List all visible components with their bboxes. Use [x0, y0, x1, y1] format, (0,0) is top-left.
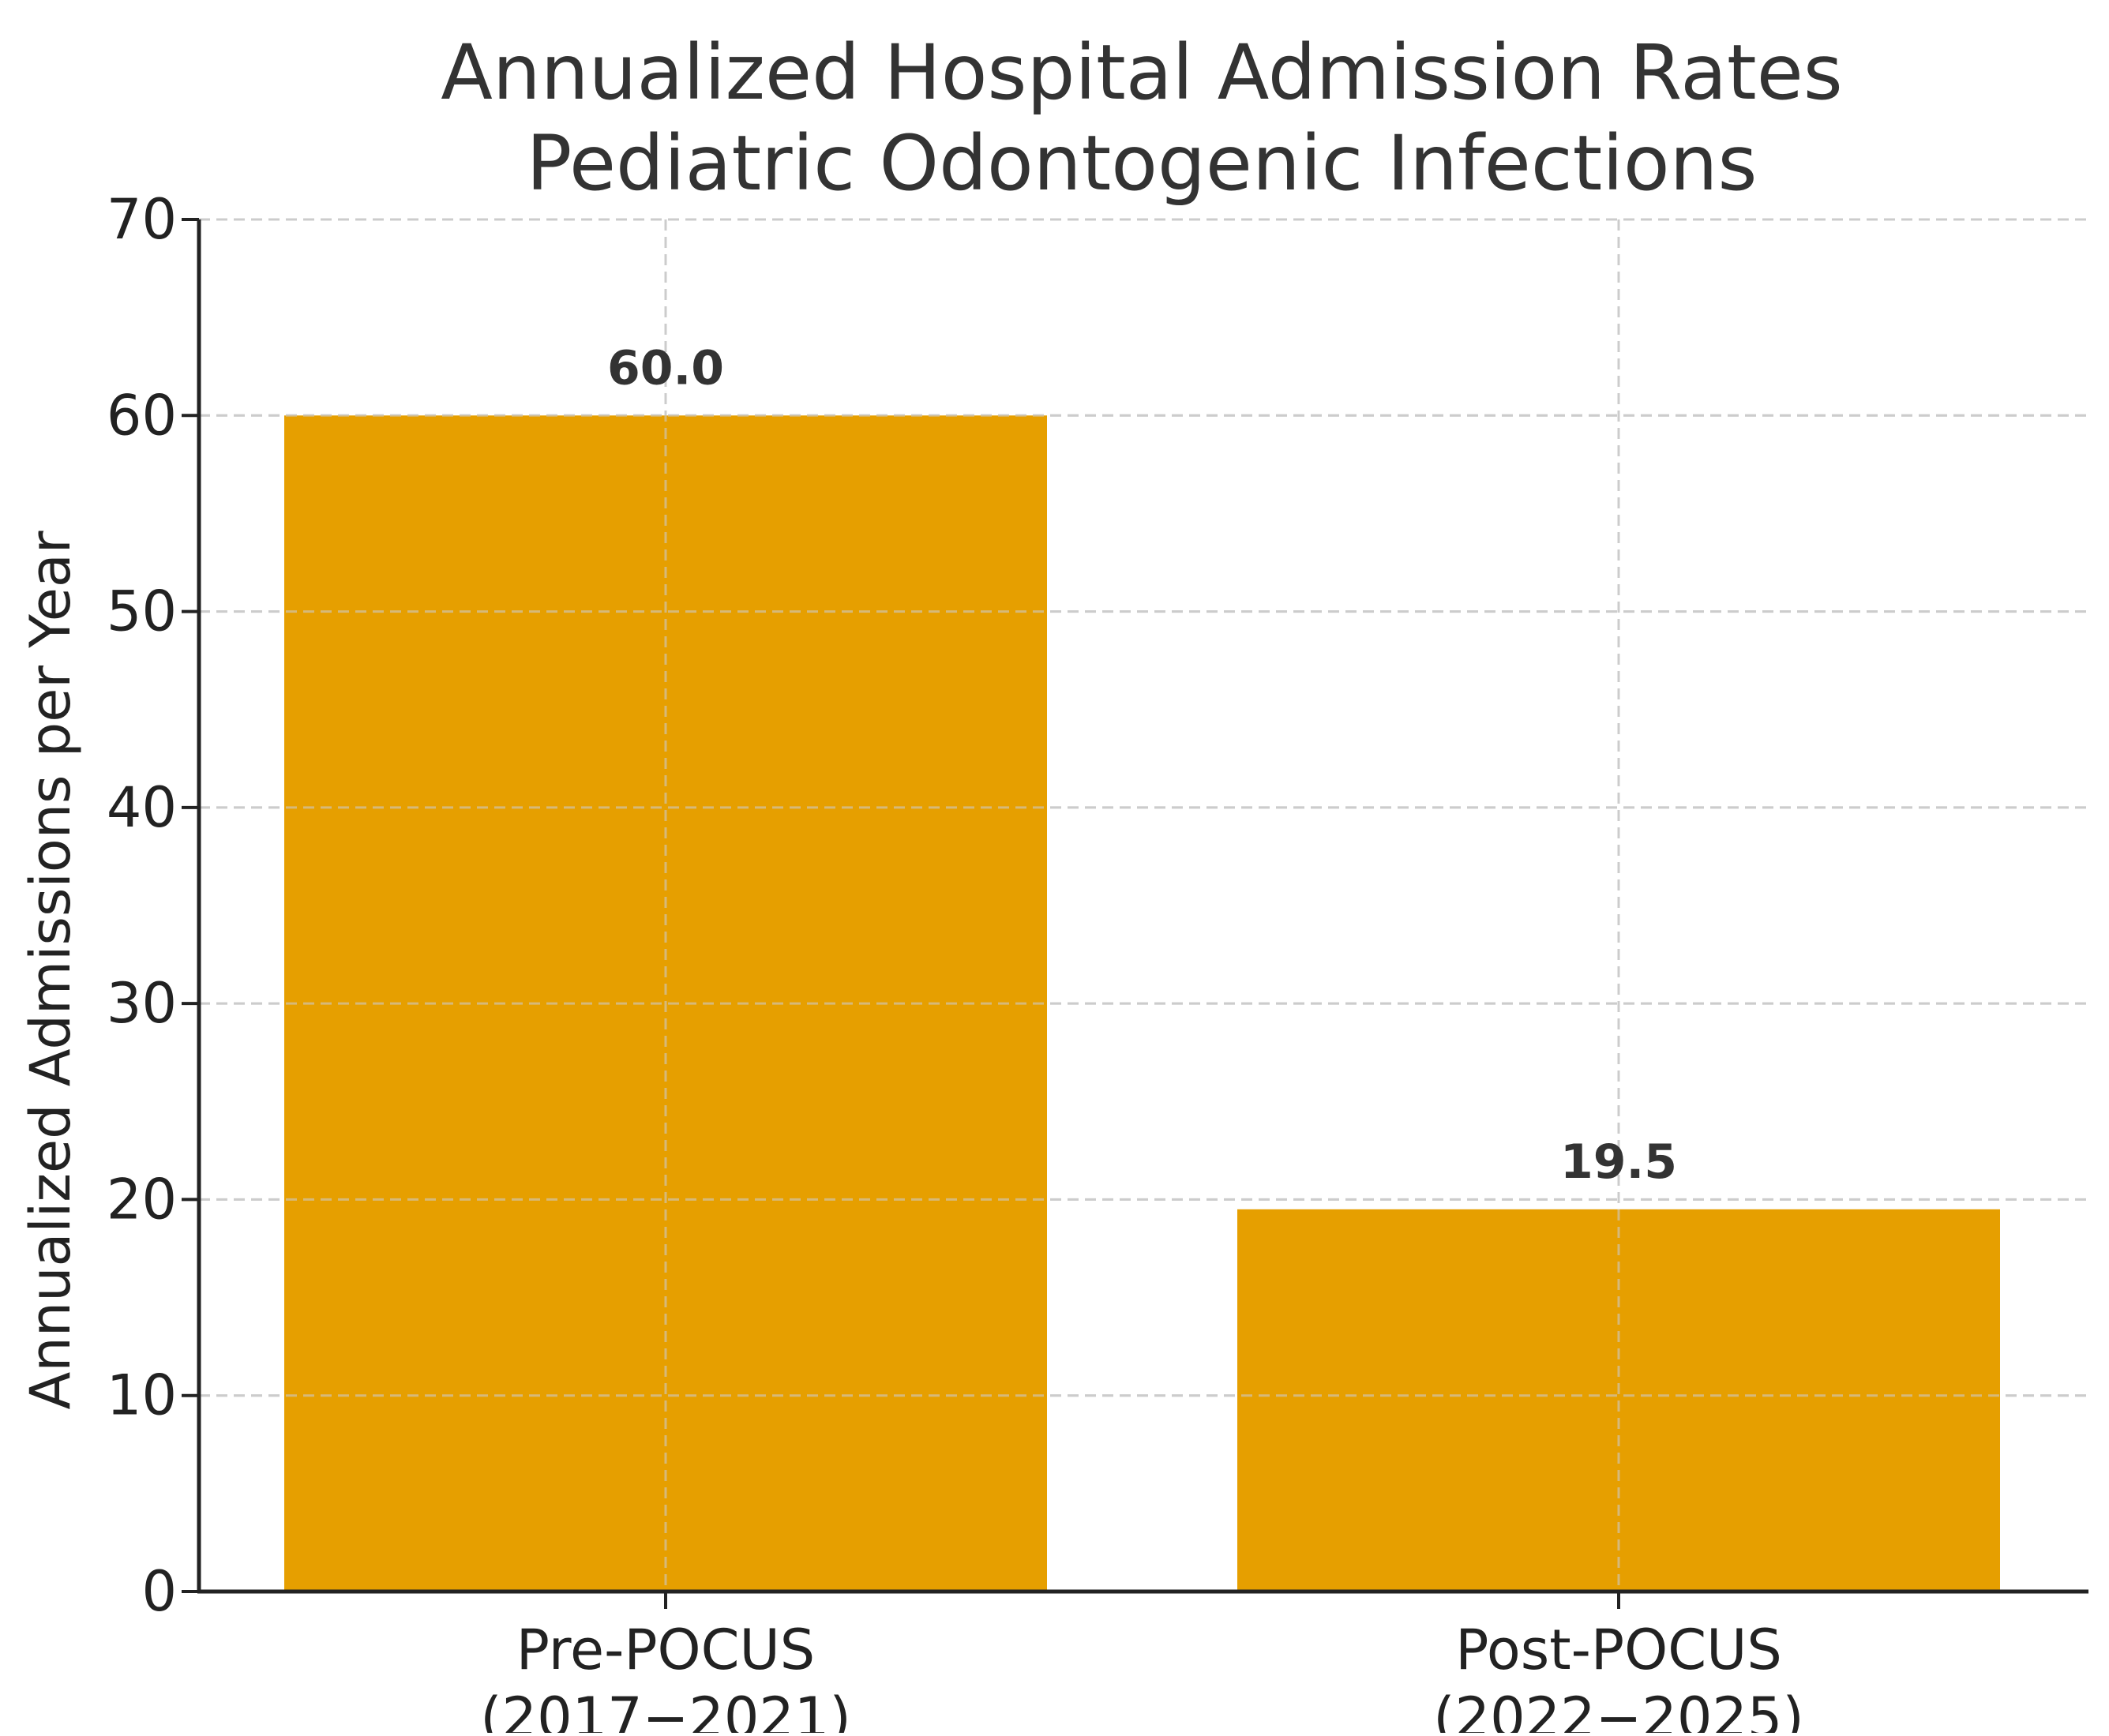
x-tick-label: Post-POCUS — [1455, 1618, 1782, 1682]
y-tick-label: 30 — [107, 971, 177, 1036]
text-layer: Annualized Hospital Admission Rates Pedi… — [18, 28, 1843, 1736]
y-tick-label: 0 — [141, 1559, 177, 1624]
y-tick-label: 10 — [107, 1363, 177, 1428]
bar-layer — [199, 218, 2088, 1592]
chart-title-line-2: Pediatric Odontogenic Infections — [526, 119, 1757, 208]
x-tick-label: (2022−2025) — [1433, 1685, 1804, 1733]
bar-value-label: 60.0 — [607, 340, 724, 396]
y-tick-label: 50 — [107, 579, 177, 644]
y-axis-label: Annualized Admissions per Year — [18, 531, 83, 1409]
x-tick-label: (2017−2021) — [480, 1685, 851, 1733]
chart-title-line-1: Annualized Hospital Admission Rates — [441, 28, 1843, 117]
y-tick-label: 20 — [107, 1167, 177, 1232]
x-tick-label: Pre-POCUS — [516, 1618, 815, 1682]
axis-layer — [182, 218, 2088, 1609]
y-tick-label: 60 — [107, 383, 177, 448]
bar-value-label: 19.5 — [1560, 1134, 1677, 1190]
y-tick-label: 40 — [107, 775, 177, 840]
y-tick-label: 70 — [107, 187, 177, 252]
